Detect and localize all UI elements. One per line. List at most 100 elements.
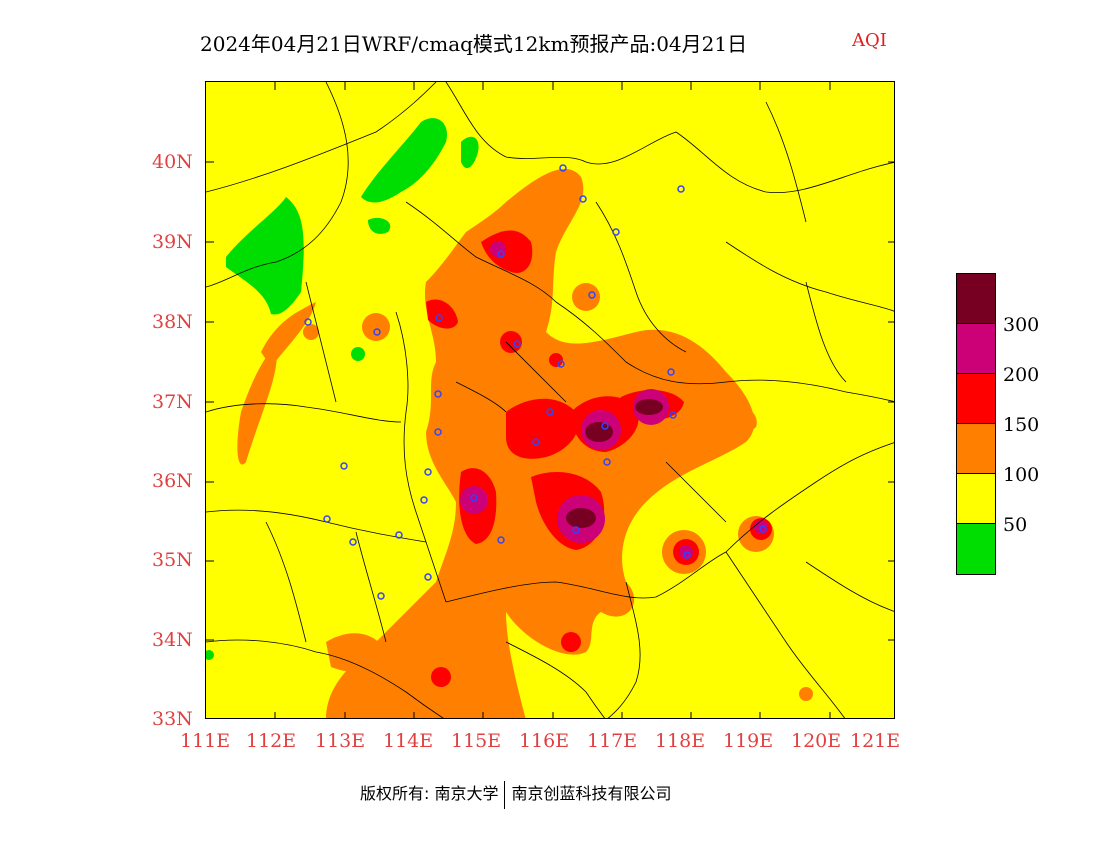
- lon-label-121e: 121E: [850, 730, 901, 752]
- lat-label-35n: 35N: [152, 549, 193, 571]
- station-marker: [667, 368, 675, 376]
- red-spot-hebei: [549, 353, 563, 367]
- legend-bin-magenta: [956, 323, 996, 374]
- legend-label-150: 150: [1003, 414, 1040, 436]
- magenta-spot-handan: [460, 486, 488, 514]
- legend-label-200: 200: [1003, 364, 1040, 386]
- legend-bin-orange: [956, 423, 996, 474]
- lon-label-120e: 120E: [791, 730, 842, 752]
- station-marker: [532, 438, 540, 446]
- station-marker: [424, 468, 432, 476]
- station-marker: [424, 573, 432, 581]
- magenta-spot-beijing: [490, 241, 506, 257]
- station-markers: [304, 164, 767, 600]
- darkred-peak-heze: [566, 508, 596, 528]
- station-marker: [373, 328, 381, 336]
- red-zone-shijiazhuang: [426, 299, 458, 329]
- footer-separator: [504, 780, 506, 809]
- station-marker: [579, 195, 587, 203]
- station-marker: [435, 314, 443, 322]
- lon-label-119e: 119E: [723, 730, 774, 752]
- station-marker: [557, 360, 565, 368]
- station-marker: [559, 164, 567, 172]
- lat-label-38n: 38N: [152, 311, 193, 333]
- orange-zone-southwest: [326, 633, 386, 672]
- red-spot-sw: [431, 667, 451, 687]
- orange-spot-se: [799, 687, 813, 701]
- station-marker: [588, 291, 596, 299]
- lon-label-116e: 116E: [519, 730, 570, 752]
- lon-label-117e: 117E: [587, 730, 638, 752]
- red-zone-central: [506, 398, 579, 459]
- legend-label-100: 100: [1003, 464, 1040, 486]
- lon-label-111e: 111E: [180, 730, 231, 752]
- station-marker: [420, 496, 428, 504]
- green-spot-edge: [206, 650, 214, 660]
- station-marker: [601, 422, 609, 430]
- station-marker: [497, 250, 505, 258]
- title-variable: AQI: [852, 30, 887, 51]
- copyright-footer: 版权所有: 南京大学 南京创蓝科技有限公司: [360, 780, 672, 809]
- lon-label-114e: 114E: [383, 730, 434, 752]
- lat-label-34n: 34N: [152, 629, 193, 651]
- axis-ticks: [206, 82, 894, 718]
- legend-label-50: 50: [1003, 514, 1028, 536]
- station-marker: [470, 494, 478, 502]
- orange-spot-west1: [362, 313, 390, 341]
- green-zone-west-small: [368, 217, 391, 234]
- station-marker: [349, 538, 357, 546]
- red-zone-beijing: [481, 230, 533, 273]
- station-marker: [546, 408, 554, 416]
- legend-bin-green: [956, 523, 996, 575]
- darkred-peak-zibo: [635, 399, 663, 415]
- map-title: 2024年04月21日WRF/cmaq模式12km预报产品:04月21日 AQI: [0, 28, 1100, 58]
- lat-label-37n: 37N: [152, 391, 193, 413]
- green-spot: [351, 347, 365, 361]
- lon-label-113e: 113E: [315, 730, 366, 752]
- green-zone-north: [361, 118, 447, 203]
- station-marker: [434, 390, 442, 398]
- orange-spot-west2: [303, 324, 319, 340]
- station-marker: [759, 525, 767, 533]
- lon-label-112e: 112E: [246, 730, 297, 752]
- lon-label-118e: 118E: [655, 730, 706, 752]
- station-marker: [323, 515, 331, 523]
- copyright-owner: 版权所有: 南京大学: [360, 784, 499, 803]
- darkred-peak-jinan: [585, 422, 613, 442]
- orange-streak-west: [237, 347, 277, 465]
- orange-zone-east2: [726, 404, 757, 433]
- legend-bin-darkred: [956, 273, 996, 324]
- green-zone-north-small: [461, 136, 479, 169]
- aqi-map: [205, 81, 895, 719]
- copyright-company: 南京创蓝科技有限公司: [511, 784, 672, 803]
- station-marker: [497, 536, 505, 544]
- lat-label-33n: 33N: [152, 708, 193, 730]
- orange-zone-east: [621, 351, 709, 385]
- green-zone-northwest: [226, 197, 304, 315]
- orange-streak-west2: [261, 302, 316, 367]
- station-marker: [683, 551, 691, 559]
- title-main: 2024年04月21日WRF/cmaq模式12km预报产品:04月21日: [200, 32, 748, 56]
- legend-bin-red: [956, 373, 996, 424]
- station-marker: [304, 318, 312, 326]
- station-marker: [677, 185, 685, 193]
- aqi-map-svg: [206, 82, 894, 718]
- station-marker: [434, 428, 442, 436]
- orange-spot-north: [572, 283, 600, 311]
- station-marker: [669, 411, 677, 419]
- station-marker: [603, 458, 611, 466]
- lat-label-40n: 40N: [152, 151, 193, 173]
- station-marker: [377, 592, 385, 600]
- lon-label-115e: 115E: [451, 730, 502, 752]
- station-marker: [612, 228, 620, 236]
- station-marker: [395, 531, 403, 539]
- lat-label-39n: 39N: [152, 231, 193, 253]
- red-spot-south: [561, 632, 581, 652]
- station-marker: [513, 340, 521, 348]
- legend-bin-yellow: [956, 473, 996, 524]
- station-marker: [572, 526, 580, 534]
- lat-label-36n: 36N: [152, 470, 193, 492]
- aqi-legend: [956, 273, 996, 575]
- station-marker: [340, 462, 348, 470]
- legend-label-300: 300: [1003, 314, 1040, 336]
